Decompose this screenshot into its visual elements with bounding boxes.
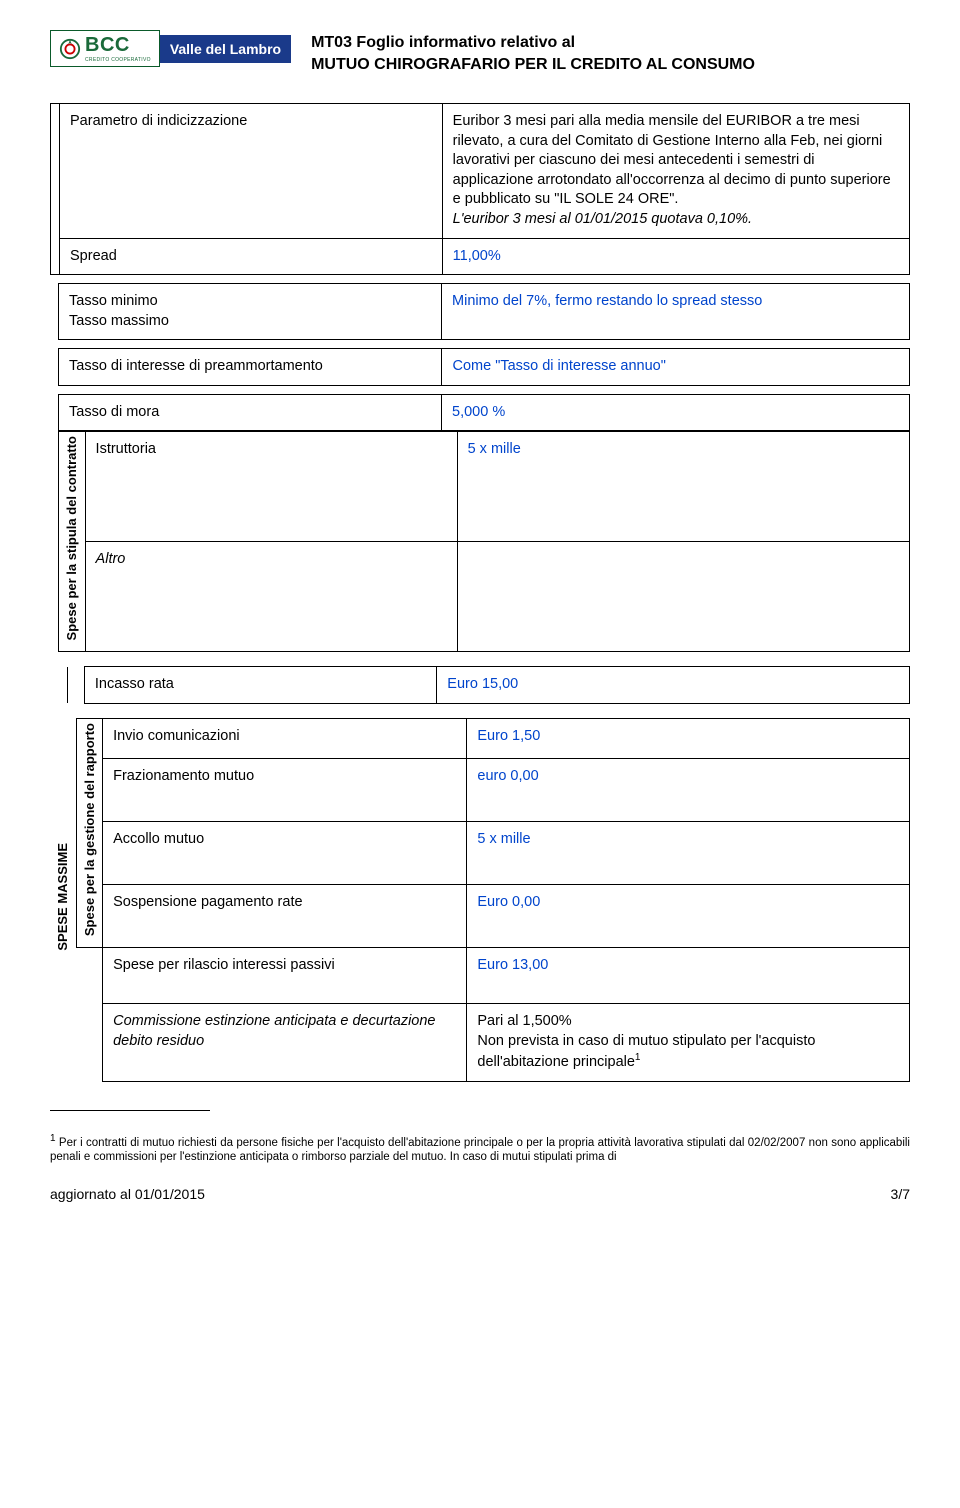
title-line-2: MUTUO CHIROGRAFARIO PER IL CREDITO AL CO…	[311, 56, 755, 73]
cell-value: Euro 1,50	[467, 718, 910, 759]
table-tasso-min: Tasso minimo Tasso massimo Minimo del 7%…	[50, 283, 910, 340]
cell-label: Altro	[85, 542, 457, 652]
side-gestione: Spese per la gestione del rapporto	[76, 718, 103, 947]
table-row: Parametro di indicizzazione Euribor 3 me…	[51, 104, 910, 238]
cell-label: Tasso di mora	[59, 394, 442, 431]
footnote-body: Per i contratti di mutuo richiesti da pe…	[50, 1137, 910, 1163]
parametro-note: L'euribor 3 mesi al 01/01/2015 quotava 0…	[453, 211, 752, 227]
cell-value: Euro 13,00	[467, 947, 910, 1004]
side-empty	[50, 667, 67, 704]
footnote-text: 1 Per i contratti di mutuo richiesti da …	[50, 1133, 910, 1165]
side-empty	[76, 947, 103, 1004]
document-title: MT03 Foglio informativo relativo al MUTU…	[311, 32, 910, 75]
rot-gestione: Spese per la gestione del rapporto	[81, 723, 99, 936]
cell-label: Frazionamento mutuo	[103, 759, 467, 822]
footer-left: aggiornato al 01/01/2015	[50, 1186, 205, 1202]
table-row: Tasso minimo Tasso massimo Minimo del 7%…	[50, 284, 910, 340]
side-empty	[50, 284, 59, 340]
table-row: Tasso di interesse di preammortamento Co…	[50, 349, 910, 386]
cell-value: Come "Tasso di interesse annuo"	[442, 349, 910, 386]
cell-value: 5,000 %	[442, 394, 910, 431]
cell-label: Commissione estinzione anticipata e decu…	[103, 1004, 467, 1082]
cell-label: Incasso rata	[84, 667, 436, 704]
side-empty	[50, 542, 59, 652]
side-empty	[50, 432, 59, 542]
side-massime: SPESE MASSIME	[50, 718, 76, 1081]
table-row: Accollo mutuo 5 x mille	[50, 822, 910, 885]
cell-value: Euro 15,00	[437, 667, 910, 704]
cell-label: Tasso di interesse di preammortamento	[59, 349, 442, 386]
footer-right: 3/7	[891, 1186, 910, 1202]
side-empty	[50, 394, 59, 431]
cell-label: Spese per rilascio interessi passivi	[103, 947, 467, 1004]
table-mora: Tasso di mora 5,000 %	[50, 394, 910, 432]
side-stipula: Spese per la stipula del contratto	[59, 432, 86, 652]
bcc-sub-text: CREDITO COOPERATIVO	[85, 57, 151, 63]
rot-massime: SPESE MASSIME	[54, 843, 72, 951]
side-empty	[51, 104, 60, 275]
tasso-min-label: Tasso minimo	[69, 293, 158, 309]
footnote-separator	[50, 1110, 210, 1111]
cell-label: Sospensione pagamento rate	[103, 884, 467, 947]
table-row: Tasso di mora 5,000 %	[50, 394, 910, 431]
cell-label: Tasso minimo Tasso massimo	[59, 284, 442, 340]
table-preamm: Tasso di interesse di preammortamento Co…	[50, 348, 910, 386]
side-empty	[50, 349, 59, 386]
cell-value: Minimo del 7%, fermo restando lo spread …	[442, 284, 910, 340]
table-row: Spread 11,00%	[51, 238, 910, 275]
bcc-logo: BCC CREDITO COOPERATIVO	[50, 30, 160, 67]
cell-value: euro 0,00	[467, 759, 910, 822]
cell-value: 5 x mille	[467, 822, 910, 885]
footnote-ref: 1	[635, 1052, 641, 1063]
tasso-max-label: Tasso massimo	[69, 313, 169, 329]
table-row: Incasso rata Euro 15,00	[50, 667, 910, 704]
cell-label: Spread	[60, 238, 443, 275]
table-stipula: Spese per la stipula del contratto Istru…	[50, 431, 910, 652]
page-footer: aggiornato al 01/01/2015 3/7	[50, 1186, 910, 1202]
cell-value: Pari al 1,500% Non prevista in caso di m…	[467, 1004, 910, 1082]
cell-label: Accollo mutuo	[103, 822, 467, 885]
cell-value: 11,00%	[442, 238, 909, 275]
cell-value: Euro 0,00	[467, 884, 910, 947]
bcc-main-text: BCC	[85, 34, 151, 57]
table-incasso: Incasso rata Euro 15,00	[50, 666, 910, 704]
cell-label: Invio comunicazioni	[103, 718, 467, 759]
table-row: Sospensione pagamento rate Euro 0,00	[50, 884, 910, 947]
table-row: Spese per la stipula del contratto Istru…	[50, 432, 910, 542]
table-row: Commissione estinzione anticipata e decu…	[50, 1004, 910, 1082]
side-empty	[76, 1004, 103, 1082]
rot-stipula: Spese per la stipula del contratto	[63, 436, 81, 640]
table-row: Spese per rilascio interessi passivi Eur…	[50, 947, 910, 1004]
table-parametro: Parametro di indicizzazione Euribor 3 me…	[50, 103, 910, 275]
cell-value: 5 x mille	[457, 432, 909, 542]
commest-v1: Pari al 1,500%	[477, 1013, 571, 1029]
table-row: Altro	[50, 542, 910, 652]
logo-block: BCC CREDITO COOPERATIVO Valle del Lambro	[50, 30, 291, 67]
cell-value	[457, 542, 909, 652]
table-row: SPESE MASSIME Spese per la gestione del …	[50, 718, 910, 759]
parametro-text: Euribor 3 mesi pari alla media mensile d…	[453, 113, 891, 207]
table-row: Frazionamento mutuo euro 0,00	[50, 759, 910, 822]
side-empty2	[67, 667, 84, 704]
table-gestione: SPESE MASSIME Spese per la gestione del …	[50, 718, 910, 1082]
valle-logo: Valle del Lambro	[160, 35, 291, 63]
bcc-logo-text: BCC CREDITO COOPERATIVO	[85, 34, 151, 63]
cell-value: Euribor 3 mesi pari alla media mensile d…	[442, 104, 909, 238]
title-line-1: MT03 Foglio informativo relativo al	[311, 34, 575, 51]
bcc-emblem-icon	[59, 38, 81, 60]
commest-v2: Non prevista in caso di mutuo stipulato …	[477, 1033, 815, 1070]
document-header: BCC CREDITO COOPERATIVO Valle del Lambro…	[50, 30, 910, 75]
cell-label: Parametro di indicizzazione	[60, 104, 443, 238]
cell-label: Istruttoria	[85, 432, 457, 542]
